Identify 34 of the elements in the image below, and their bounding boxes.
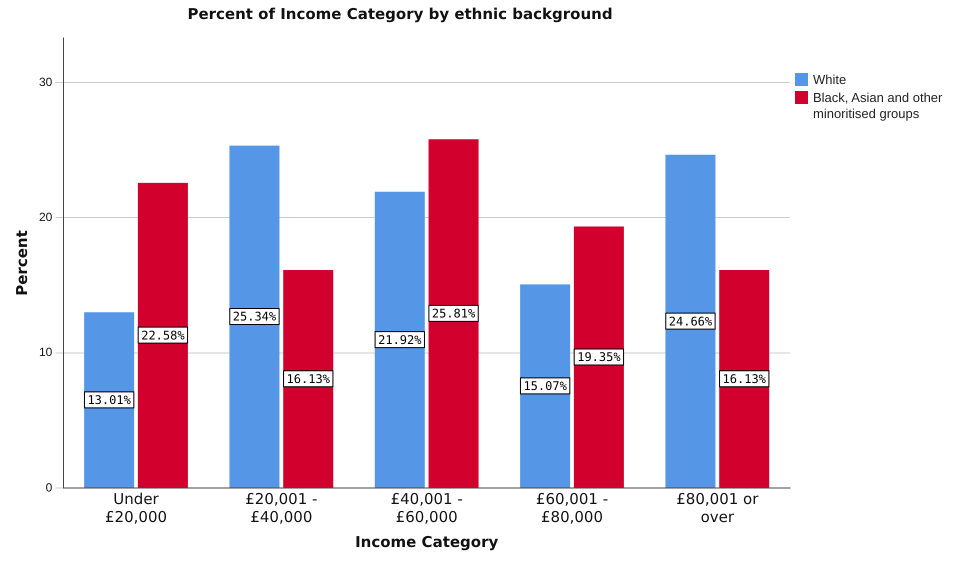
data-label: 24.66%	[668, 314, 713, 328]
bar	[520, 284, 570, 488]
x-tick-label: £40,001 - £60,000	[390, 490, 463, 526]
data-label: 21.92%	[378, 332, 422, 347]
data-label: 25.81%	[432, 306, 476, 320]
data-label: 15.07%	[523, 379, 568, 394]
data-label: 19.35%	[577, 350, 622, 364]
legend-label: Black, Asian and other minoritised groups	[813, 90, 944, 122]
y-axis-title: Percent	[12, 230, 31, 296]
data-label: 25.34%	[232, 310, 277, 324]
y-tick-label: 20	[38, 210, 53, 224]
y-tick-label: 10	[38, 345, 53, 360]
bar	[665, 154, 716, 488]
x-axis-title: Income Category	[355, 532, 498, 551]
bar	[229, 146, 280, 488]
data-label: 16.13%	[286, 372, 331, 386]
bar	[138, 182, 188, 488]
data-label: 16.13%	[722, 372, 767, 386]
chart-title: Percent of Income Category by ethnic background	[187, 4, 613, 23]
bar	[428, 139, 479, 488]
bar	[719, 270, 770, 488]
data-label: 13.01%	[87, 392, 132, 407]
bar	[574, 226, 624, 488]
bar	[374, 192, 425, 488]
legend-label: White	[813, 72, 846, 88]
bar	[84, 312, 134, 488]
x-tick-label: £80,001 or over	[676, 490, 760, 526]
bar	[283, 270, 334, 488]
y-tick-label: 30	[38, 74, 53, 89]
x-tick-label: £60,001 - £80,000	[536, 490, 608, 526]
x-tick-label: Under £20,000	[104, 490, 168, 526]
y-tick-label: 0	[46, 480, 53, 494]
data-label: 22.58%	[141, 328, 186, 342]
x-tick-label: £20,001 - £40,000	[245, 490, 318, 526]
